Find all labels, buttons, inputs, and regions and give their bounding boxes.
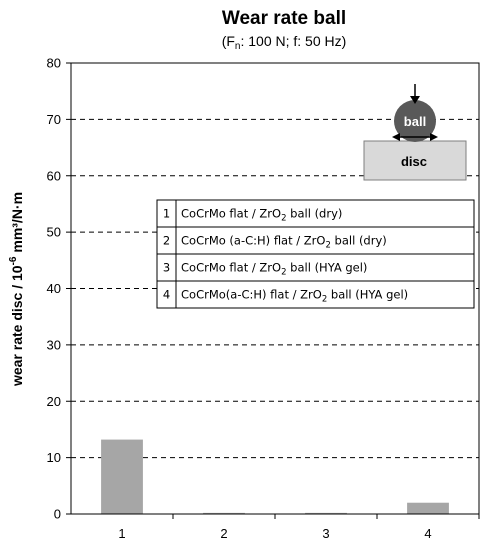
- bars: [101, 439, 449, 514]
- subtitle-sub: n: [235, 41, 241, 52]
- y-tick-label-5: 50: [47, 225, 61, 240]
- y-axis-label: wear rate disc / 10-6 mm³/N·m: [8, 192, 25, 387]
- legend-entry-2: CoCrMo (a-C:H) flat / ZrO2 ball (dry): [181, 234, 387, 251]
- y-tick-label-7: 70: [47, 112, 61, 127]
- plot-frame: [70, 62, 480, 515]
- disc-label: disc: [401, 154, 427, 169]
- ball-shape: [394, 100, 436, 142]
- subtitle-rest: : 100 N; f: 50 Hz): [240, 33, 346, 49]
- ball-label: ball: [404, 114, 426, 129]
- legend-entry-1: CoCrMo flat / ZrO2 ball (dry): [181, 207, 342, 224]
- bar-2: [203, 512, 245, 514]
- subtitle-open: (F: [222, 33, 235, 49]
- y-tick-label-8: 80: [47, 56, 61, 71]
- x-tick-label-3: 3: [322, 526, 329, 541]
- bar-4: [407, 502, 449, 514]
- y-tick-label-6: 60: [47, 168, 61, 183]
- legend-entry-4: CoCrMo(a-C:H) flat / ZrO2 ball (HYA gel): [181, 288, 408, 305]
- y-tick-label-2: 20: [47, 394, 61, 409]
- x-tick-label-2: 2: [220, 526, 227, 541]
- legend-number-2: 2: [163, 234, 170, 248]
- x-tick-labels: 1 2 3 4: [118, 514, 480, 541]
- y-tick-label-0: 0: [54, 507, 61, 522]
- chart-subtitle: (Fn: 100 N; f: 50 Hz): [222, 33, 347, 52]
- load-arrow-head: [410, 96, 420, 104]
- chart-title: Wear rate ball: [222, 8, 346, 29]
- y-tick-label-3: 30: [47, 337, 61, 352]
- y-tick-label-4: 40: [47, 281, 61, 296]
- ylabel-exp: -6: [8, 256, 19, 265]
- motion-arrow-head-right: [430, 133, 438, 141]
- x-tick-label-4: 4: [424, 526, 431, 541]
- ball-on-disc-inset: disc ball: [363, 84, 467, 181]
- legend-number-1: 1: [163, 207, 170, 221]
- y-tick-label-1: 10: [47, 450, 61, 465]
- ylabel-pre: wear rate disc / 10: [9, 265, 25, 387]
- bar-3: [305, 512, 347, 514]
- legend: 1 CoCrMo flat / ZrO2 ball (dry) 2 CoCrMo (a…: [156, 199, 475, 309]
- bar-1: [101, 439, 143, 514]
- legend-number-4: 4: [163, 288, 170, 302]
- x-tick-label-1: 1: [118, 526, 125, 541]
- legend-rows: 1 CoCrMo flat / ZrO2 ball (dry) 2 CoCrMo (a…: [157, 200, 474, 308]
- legend-entry-3: CoCrMo flat / ZrO2 ball (HYA gel): [181, 261, 367, 278]
- y-tick-labels: 0 10 20 30 40 50 60 70 80: [47, 56, 71, 522]
- ylabel-post: mm³/N·m: [9, 192, 25, 257]
- legend-number-3: 3: [163, 261, 170, 275]
- motion-arrow-head-left: [392, 133, 400, 141]
